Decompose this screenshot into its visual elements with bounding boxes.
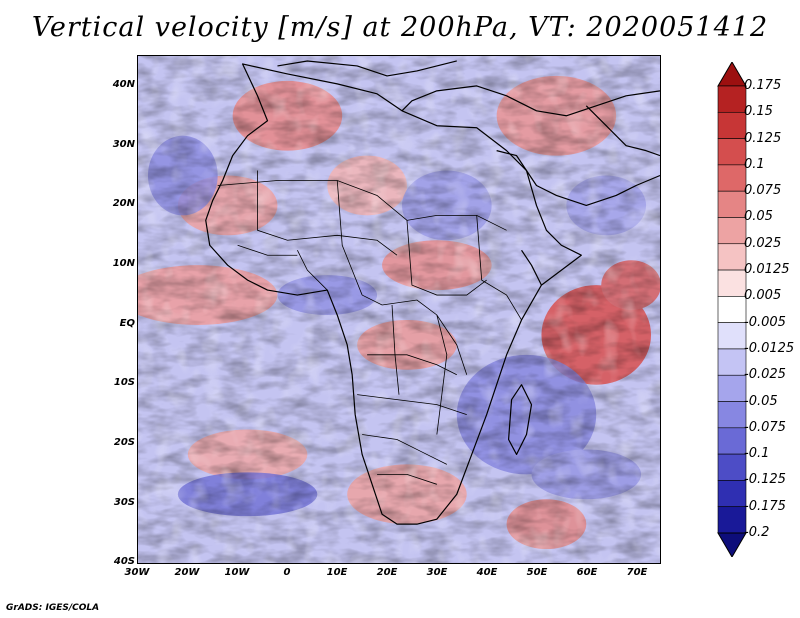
lat-label: 20N bbox=[112, 198, 135, 209]
colorbar-box bbox=[717, 427, 747, 455]
colorbar-box bbox=[717, 243, 747, 271]
coastlines bbox=[205, 60, 660, 525]
colorbar-label: 0.0125 bbox=[744, 262, 790, 278]
chart-title: Vertical velocity [m/s] at 200hPa, VT: 2… bbox=[31, 12, 769, 43]
colorbar-label: 0.175 bbox=[744, 78, 782, 93]
lat-label: 10S bbox=[113, 377, 135, 388]
colorbar-label: -0.125 bbox=[744, 472, 786, 488]
colorbar-label: -0.0125 bbox=[744, 340, 795, 356]
colorbar-box bbox=[717, 480, 747, 508]
lat-label: 20S bbox=[113, 437, 135, 448]
lon-label: 60E bbox=[576, 567, 598, 578]
colorbar-box bbox=[717, 85, 747, 113]
lon-label: 20E bbox=[376, 567, 398, 578]
colorbar-box bbox=[717, 111, 747, 139]
lon-label: 10E bbox=[326, 567, 348, 578]
colorbar-label: 0.025 bbox=[744, 235, 782, 251]
colorbar-label: 0.075 bbox=[744, 183, 782, 199]
colorbar-label: 0.125 bbox=[744, 130, 782, 146]
colorbar-box bbox=[717, 138, 747, 166]
colorbar-label: 0.1 bbox=[744, 156, 765, 172]
lat-label: 30N bbox=[112, 139, 135, 150]
map-canvas bbox=[138, 56, 660, 563]
colorbar-bottom-arrow bbox=[717, 532, 747, 557]
colorbar-box bbox=[717, 506, 747, 534]
map-panel bbox=[137, 55, 661, 564]
colorbar-box bbox=[717, 269, 747, 297]
lat-label: 40N bbox=[112, 79, 135, 90]
colorbar-label: 0.005 bbox=[744, 288, 782, 304]
colorbar-box bbox=[717, 190, 747, 218]
lon-label: 0 bbox=[283, 567, 291, 578]
colorbar bbox=[717, 62, 747, 557]
colorbar-box bbox=[717, 401, 747, 429]
colorbar-box bbox=[717, 453, 747, 481]
lon-label: 20W bbox=[174, 567, 200, 578]
colorbar-box bbox=[717, 296, 747, 323]
colorbar-label: 0.15 bbox=[744, 104, 773, 120]
colorbar-label: -0.005 bbox=[744, 314, 786, 330]
colorbar-label: 0.05 bbox=[744, 209, 773, 225]
lon-label: 70E bbox=[626, 567, 648, 578]
colorbar-label: -0.2 bbox=[744, 525, 770, 540]
colorbar-box bbox=[717, 164, 747, 192]
lon-label: 40E bbox=[476, 567, 498, 578]
lat-label: 30S bbox=[113, 497, 135, 508]
colorbar-label: -0.1 bbox=[744, 446, 770, 462]
colorbar-box bbox=[717, 374, 747, 402]
lat-label: EQ bbox=[119, 318, 135, 329]
lat-label: 10N bbox=[112, 258, 135, 269]
grads-credit: GrADS: IGES/COLA bbox=[6, 603, 100, 613]
country-borders bbox=[217, 170, 522, 485]
colorbar-label: -0.075 bbox=[744, 419, 786, 435]
colorbar-label: -0.175 bbox=[744, 498, 786, 514]
colorbar-label: -0.025 bbox=[744, 367, 786, 383]
lon-label: 10W bbox=[224, 567, 250, 578]
colorbar-box bbox=[717, 217, 747, 245]
colorbar-box bbox=[717, 348, 747, 376]
lat-label: 40S bbox=[113, 556, 135, 567]
colorbar-box bbox=[717, 322, 747, 350]
lon-label: 30W bbox=[124, 567, 150, 578]
colorbar-label: -0.05 bbox=[744, 393, 778, 409]
colorbar-top-arrow bbox=[717, 62, 747, 87]
lon-label: 30E bbox=[426, 567, 448, 578]
lon-label: 50E bbox=[526, 567, 548, 578]
